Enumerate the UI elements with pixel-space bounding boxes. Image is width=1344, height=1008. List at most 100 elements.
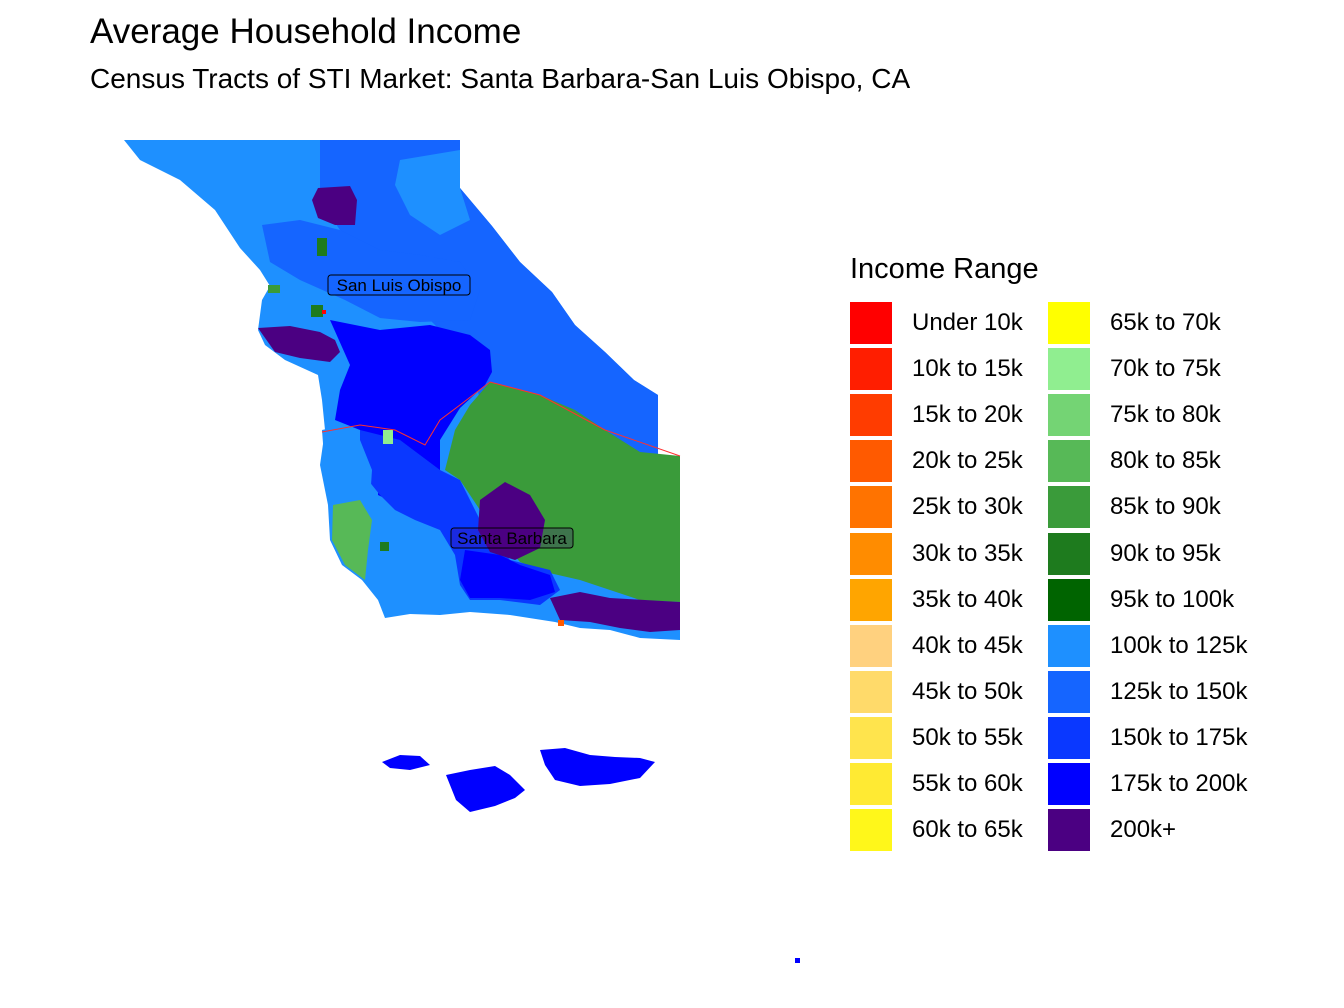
legend-swatch: [1048, 809, 1090, 852]
tract-region-central-175k: [330, 320, 492, 505]
legend-item: 10k to 15k: [850, 346, 1048, 392]
map-subtitle: Census Tracts of STI Market: Santa Barba…: [90, 63, 911, 94]
legend-item: 70k to 75k: [1048, 346, 1246, 392]
tract-region-bay-200k: [258, 326, 340, 362]
legend-swatch: [850, 302, 892, 345]
tract-region-east-85k: [445, 382, 680, 602]
legend: Income Range Under 10k 10k to 15k 15k to 2…: [850, 252, 1248, 853]
legend-column: 65k to 70k 70k to 75k 75k to 80k 80k to 85k…: [1048, 300, 1248, 853]
legend-item: 35k to 40k: [850, 577, 1048, 623]
legend-label: 95k to 100k: [1110, 585, 1235, 613]
legend-label: 100k to 125k: [1110, 631, 1248, 659]
tract-detail: [268, 285, 280, 293]
legend-item: 90k to 95k: [1048, 530, 1246, 576]
tract-detail: [322, 310, 326, 314]
legend-swatch: [850, 762, 892, 805]
legend-label: 85k to 90k: [1110, 493, 1221, 521]
legend-label: 30k to 35k: [912, 539, 1023, 567]
tract-region-north-200k: [312, 186, 357, 225]
legend-item: 15k to 20k: [850, 392, 1048, 438]
channel-island: [382, 755, 430, 770]
legend-item: 45k to 50k: [850, 669, 1048, 715]
legend-swatch: [1048, 716, 1090, 759]
legend-column: Under 10k 10k to 15k 15k to 20k 20k to 25k 2…: [850, 300, 1048, 853]
legend-label: 35k to 40k: [912, 585, 1023, 613]
legend-label: 80k to 85k: [1110, 447, 1221, 475]
tract-region-east-125k: [320, 140, 658, 456]
legend-swatch: [1048, 670, 1090, 713]
legend-swatch: [1048, 486, 1090, 529]
legend-swatch: [850, 578, 892, 621]
legend-item: 40k to 45k: [850, 623, 1048, 669]
tract-detail: [380, 542, 389, 551]
legend-swatch: [850, 486, 892, 529]
legend-swatch: [850, 670, 892, 713]
tract-region-coast-200k: [550, 592, 680, 632]
legend-label: 50k to 55k: [912, 723, 1023, 751]
legend-item: 55k to 60k: [850, 761, 1048, 807]
legend-label: 65k to 70k: [1110, 309, 1221, 337]
legend-label: 90k to 95k: [1110, 539, 1221, 567]
legend-title: Income Range: [850, 253, 1039, 285]
tract-region-coast-125k: [262, 220, 480, 322]
legend-item: 30k to 35k: [850, 530, 1048, 576]
legend-item: 50k to 55k: [850, 715, 1048, 761]
legend-label: 20k to 25k: [912, 447, 1023, 475]
legend-label: 45k to 50k: [912, 677, 1023, 705]
legend-swatch: [1048, 624, 1090, 667]
legend-item: 85k to 90k: [1048, 484, 1246, 530]
tract-detail: [311, 305, 323, 317]
legend-swatch: [850, 394, 892, 437]
tract-region-south-175k: [460, 550, 555, 600]
legend-swatch: [850, 809, 892, 852]
legend-swatch: [1048, 578, 1090, 621]
tract-region-sb-200k: [478, 482, 545, 560]
legend-item: 175k to 200k: [1048, 761, 1248, 807]
census-tract-map: San Luis Obispo Santa Barbara: [124, 140, 800, 963]
county-boundary: [321, 381, 681, 457]
legend-label: 60k to 65k: [912, 816, 1023, 844]
legend-swatch: [850, 440, 892, 483]
legend-item: 20k to 25k: [850, 438, 1048, 484]
legend-item: 200k+: [1048, 807, 1246, 853]
legend-label: 70k to 75k: [1110, 355, 1221, 383]
legend-item: 80k to 85k: [1048, 438, 1246, 484]
tract-detail: [383, 430, 393, 444]
channel-island: [446, 766, 525, 812]
legend-label: 55k to 60k: [912, 769, 1023, 797]
legend-swatch: [850, 716, 892, 759]
legend-swatch: [1048, 762, 1090, 805]
channel-island: [540, 748, 655, 786]
legend-item: 60k to 65k: [850, 807, 1048, 853]
legend-item: 95k to 100k: [1048, 577, 1246, 623]
tract-region-west-100k: [322, 425, 372, 500]
legend-label: 25k to 30k: [912, 493, 1023, 521]
city-label-san-luis-obispo: San Luis Obispo: [327, 274, 471, 296]
legend-item: 100k to 125k: [1048, 623, 1248, 669]
legend-swatch: [850, 624, 892, 667]
legend-item: 75k to 80k: [1048, 392, 1246, 438]
legend-label: 175k to 200k: [1110, 769, 1248, 797]
legend-item: 150k to 175k: [1048, 715, 1247, 761]
legend-swatch: [1048, 440, 1090, 483]
tract-detail: [317, 238, 327, 256]
legend-label: 75k to 80k: [1110, 401, 1221, 429]
legend-item: Under 10k: [850, 300, 1048, 346]
legend-swatch: [1048, 532, 1090, 575]
legend-item: 65k to 70k: [1048, 300, 1246, 346]
map-title: Average Household Income: [90, 12, 522, 51]
tract-region-north-100k-patch: [395, 150, 470, 235]
legend-label: 125k to 150k: [1110, 677, 1248, 705]
legend-swatch: [1048, 302, 1090, 345]
legend-label: 200k+: [1110, 816, 1177, 844]
legend-label: Under 10k: [912, 309, 1023, 337]
legend-columns: Under 10k 10k to 15k 15k to 20k 20k to 25k 2…: [850, 300, 1248, 853]
legend-swatch: [850, 532, 892, 575]
svg-text:San Luis Obispo: San Luis Obispo: [337, 276, 462, 295]
tract-region-west-80k: [332, 500, 372, 580]
legend-swatch: [1048, 394, 1090, 437]
channel-island: [795, 958, 800, 963]
city-label-santa-barbara: Santa Barbara: [450, 527, 574, 549]
legend-swatch: [850, 348, 892, 391]
legend-label: 40k to 45k: [912, 631, 1023, 659]
